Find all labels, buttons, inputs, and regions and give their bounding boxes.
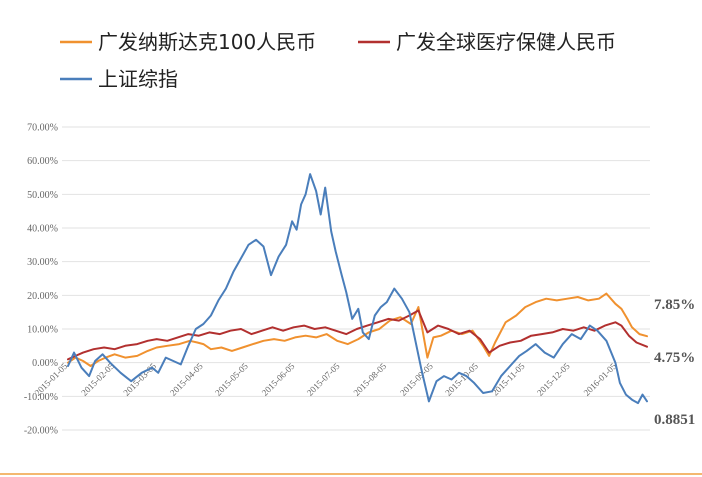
y-tick-label: 50.00%: [27, 190, 58, 201]
end-label-shanghai: 0.8851: [654, 412, 695, 428]
y-tick-label: 10.00%: [27, 325, 58, 336]
legend: 广发纳斯达克100人民币 广发全球医疗保健人民币 上证综指: [60, 30, 616, 91]
x-tick-label: 2015-11-05: [490, 361, 527, 398]
y-tick-label: 20.00%: [27, 291, 58, 302]
x-tick-label: 2015-03-05: [121, 361, 158, 398]
x-tick-label: 2015-06-05: [260, 361, 297, 398]
x-tick-label: 2015-12-05: [535, 361, 572, 398]
series-line-healthcare: [67, 309, 648, 361]
x-tick-label: 2015-07-05: [305, 361, 342, 398]
end-label-healthcare: 4.75%: [654, 350, 695, 366]
legend-item-shanghai: 上证综指: [60, 67, 178, 91]
series-lines: [67, 173, 648, 405]
y-tick-label: -20.00%: [24, 426, 58, 437]
y-axis: 70.00% 60.00% 50.00% 40.00% 30.00% 20.00% 10.0…: [24, 123, 58, 437]
y-tick-label: 0.00%: [32, 358, 58, 369]
legend-label-shanghai: 上证综指: [98, 67, 178, 91]
end-labels: 7.85% 4.75% 0.8851: [654, 297, 695, 428]
legend-item-healthcare: 广发全球医疗保健人民币: [358, 30, 616, 54]
x-tick-label: 2015-05-05: [213, 361, 250, 398]
series-line-nasdaq: [67, 292, 648, 367]
legend-label-nasdaq: 广发纳斯达克100人民币: [98, 30, 316, 54]
legend-label-healthcare: 广发全球医疗保健人民币: [396, 30, 616, 54]
x-tick-label: 2015-08-05: [351, 361, 388, 398]
y-tick-label: 60.00%: [27, 156, 58, 167]
x-tick-label: 2016-01-05: [582, 361, 619, 398]
y-tick-label: -10.00%: [24, 392, 58, 403]
x-tick-label: 2015-02-05: [79, 361, 116, 398]
x-axis: 2015-01-05 2015-02-05 2015-03-05 2015-04-05…: [33, 361, 619, 398]
y-tick-label: 40.00%: [27, 224, 58, 235]
x-tick-label: 2015-09-05: [398, 361, 435, 398]
legend-item-nasdaq: 广发纳斯达克100人民币: [60, 30, 316, 54]
end-label-nasdaq: 7.85%: [654, 297, 695, 313]
y-tick-label: 30.00%: [27, 257, 58, 268]
y-tick-label: 70.00%: [27, 123, 58, 134]
gridlines: [62, 126, 650, 431]
x-tick-label: 2015-04-05: [168, 361, 205, 398]
series-line-shanghai: [67, 173, 648, 405]
